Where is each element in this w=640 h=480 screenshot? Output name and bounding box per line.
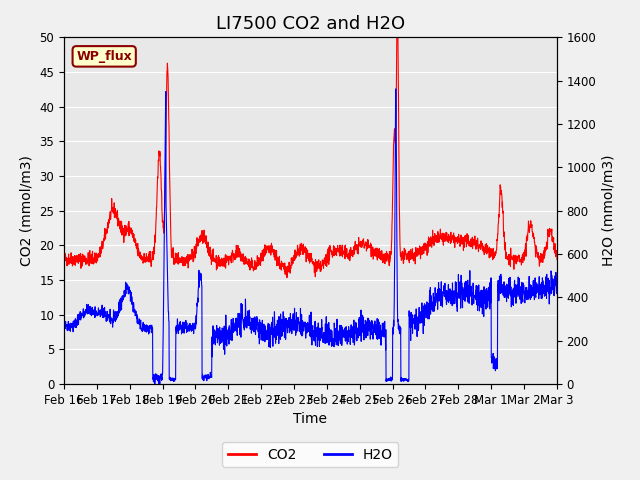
Y-axis label: CO2 (mmol/m3): CO2 (mmol/m3) xyxy=(20,155,34,266)
Text: WP_flux: WP_flux xyxy=(76,50,132,63)
Legend: CO2, H2O: CO2, H2O xyxy=(222,442,399,467)
Y-axis label: H2O (mmol/m3): H2O (mmol/m3) xyxy=(602,155,616,266)
X-axis label: Time: Time xyxy=(293,412,328,426)
Title: LI7500 CO2 and H2O: LI7500 CO2 and H2O xyxy=(216,15,405,33)
